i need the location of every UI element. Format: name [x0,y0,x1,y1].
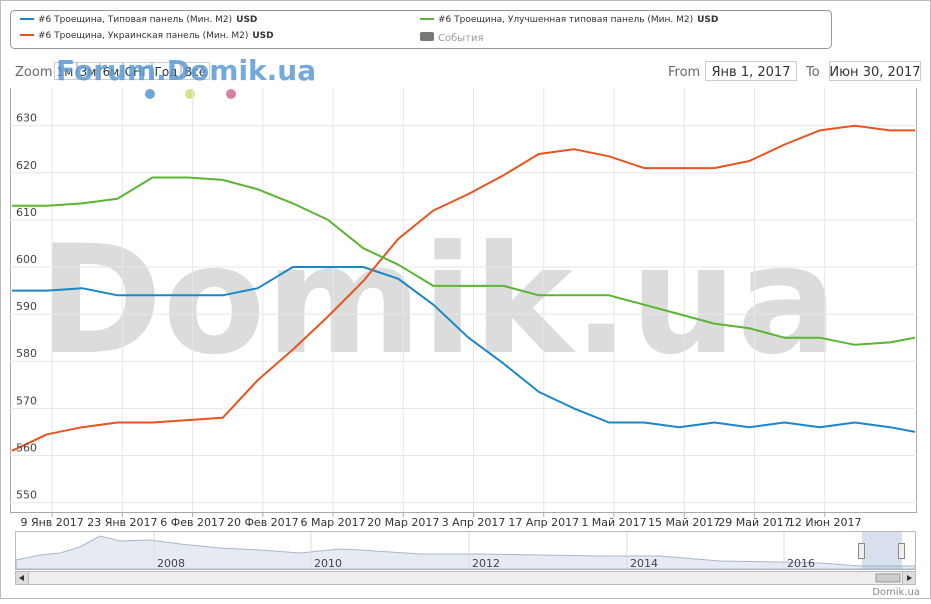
x-tick-label: 3 Апр 2017 [442,516,506,529]
series-line [11,124,915,452]
zoom-button[interactable] [100,62,123,80]
y-tick-label: 630 [16,112,37,125]
x-tick-label: 1 Май 2017 [581,516,646,529]
zoom-button-label[interactable]: Год [155,65,178,79]
scroll-thumb[interactable] [875,573,901,583]
zoom-label: Zoom [15,65,52,80]
from-label: From [668,65,700,80]
y-tick-label: 580 [16,347,37,360]
from-input[interactable] [705,61,797,81]
zoom-button-label[interactable]: СНГ [125,65,150,79]
zoom-buttons: 1м 3м 6м СНГ Год Всё [54,62,210,80]
x-tick-label: 6 Мар 2017 [300,516,365,529]
zoom-button-label[interactable]: Всё [184,65,206,79]
navigator-selection[interactable] [862,532,902,569]
legend-box [10,10,832,49]
legend-entry[interactable]: #6 Троещина, Украинская панель (Мин. M2)… [38,31,274,41]
y-tick-label: 620 [16,159,37,172]
x-tick-label: 20 Мар 2017 [367,516,439,529]
x-tick-label: 12 Июн 2017 [788,516,862,529]
y-tick-label: 600 [16,253,37,266]
x-tick-label: 23 Янв 2017 [87,516,157,529]
to-value[interactable]: Июн 30, 2017 [829,65,920,80]
navigator-handle[interactable] [898,543,905,559]
axes: 550 560 570 580 590 600 610 620 630 9 Янв 2017 23 … [16,112,862,529]
zoom-button-label[interactable]: 1м [57,65,74,79]
legend-unit: USD [252,31,273,41]
navigator-label: 2008 [157,557,185,570]
navigator-label: 2010 [314,557,342,570]
series-line [12,266,916,433]
marker-dot [145,89,155,99]
scrollbar[interactable] [15,571,916,585]
legend-name: #6 Троещина, Типовая панель (Мин. M2) [38,15,232,25]
y-tick-label: 570 [16,394,37,407]
footer: Domik.ua [872,587,920,598]
zoom-button[interactable] [123,62,152,80]
y-tick-label: 610 [16,206,37,219]
legend-entry[interactable]: События [438,33,484,44]
legend-swatch [420,32,434,41]
x-tick-label: 20 Фев 2017 [227,516,299,529]
marker-dot [226,89,236,99]
legend-name: #6 Троещина, Улучшенная типовая панель (… [438,15,693,25]
navigator-handle[interactable] [858,543,865,559]
navigator-labels: 2008 2010 2012 2014 2016 [153,532,815,570]
x-tick-label: 29 Май 2017 [718,516,790,529]
zoom-button-label[interactable]: 6м [103,65,120,79]
legend-entry[interactable]: #6 Троещина, Улучшенная типовая панель (… [438,15,718,25]
legend-entry[interactable]: #6 Троещина, Типовая панель (Мин. M2) USD [38,15,257,25]
arrow-icon [19,575,24,581]
to-label: To [805,65,820,80]
x-tick-label: 6 Фев 2017 [160,516,225,529]
zoom-button[interactable] [181,62,210,80]
to-input[interactable] [829,61,921,81]
zoom-button[interactable] [54,62,77,80]
x-tick-label: 15 Май 2017 [648,516,720,529]
zoom-button[interactable] [152,62,181,80]
zoom-button[interactable] [77,62,100,80]
navigator-label: 2012 [472,557,500,570]
legend-name: #6 Троещина, Украинская панель (Мин. M2) [38,31,248,41]
arrow-icon [907,575,912,581]
y-tick-label: 550 [16,489,37,502]
zoom-button-label[interactable]: 3м [80,65,97,79]
series-line [12,176,916,346]
series [11,124,916,452]
legend-unit: USD [697,15,718,25]
marker-dot [185,89,195,99]
y-tick-label: 590 [16,300,37,313]
grid [10,88,917,512]
navigator-area [15,535,916,570]
navigator-label: 2014 [630,557,658,570]
legend: #6 Троещина, Типовая панель (Мин. M2) USD… [20,15,718,44]
y-tick-label: 560 [16,441,37,454]
watermark: Domik.ua [38,214,838,388]
x-tick-label: 17 Апр 2017 [508,516,579,529]
navigator-label: 2016 [787,557,815,570]
watermark-small: Forum.Domik.ua [56,54,316,87]
legend-unit: USD [236,15,257,25]
x-tick-label: 9 Янв 2017 [20,516,83,529]
from-value[interactable]: Янв 1, 2017 [712,65,791,80]
